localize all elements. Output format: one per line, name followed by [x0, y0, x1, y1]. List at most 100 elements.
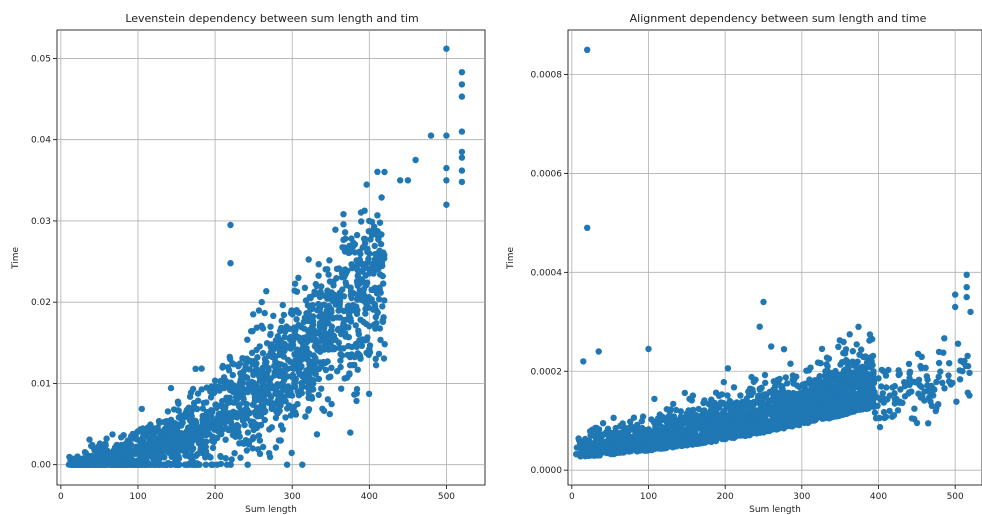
data-point: [834, 387, 841, 394]
x-tick-label: 100: [640, 492, 657, 502]
data-point: [325, 271, 332, 278]
data-point: [299, 461, 306, 468]
data-point: [347, 288, 355, 295]
data-point: [458, 69, 466, 76]
data-point: [118, 434, 125, 441]
y-tick-label: 0.01: [31, 379, 51, 389]
data-point: [836, 337, 843, 344]
data-point: [313, 431, 321, 438]
data-point: [342, 270, 349, 278]
data-point: [286, 388, 293, 395]
data-point: [298, 384, 305, 392]
data-point: [177, 412, 185, 419]
data-point: [310, 352, 317, 359]
data-point: [280, 311, 288, 319]
data-point: [302, 334, 309, 341]
scatter-points: [573, 46, 974, 460]
data-point: [155, 417, 163, 425]
data-point: [244, 388, 252, 396]
data-point: [443, 201, 450, 208]
data-point: [828, 370, 836, 377]
data-point: [844, 367, 851, 374]
data-point: [103, 435, 110, 442]
data-point: [891, 382, 898, 390]
data-point: [823, 361, 830, 368]
data-point: [329, 346, 336, 353]
data-point: [139, 433, 147, 440]
data-point: [288, 344, 296, 351]
x-tick-label: 500: [438, 492, 455, 502]
data-point: [375, 236, 382, 243]
data-point: [770, 378, 777, 385]
data-point: [117, 455, 124, 463]
x-tick-label: 100: [129, 492, 146, 502]
data-point: [330, 282, 337, 289]
data-point: [458, 81, 466, 88]
data-point: [814, 359, 822, 366]
data-point: [209, 433, 216, 440]
data-point: [255, 307, 263, 314]
data-point: [239, 391, 247, 398]
data-point: [822, 400, 829, 407]
data-point: [237, 370, 244, 377]
data-point: [315, 300, 322, 308]
data-point: [743, 414, 750, 422]
data-point: [761, 371, 769, 379]
data-point: [875, 375, 882, 382]
data-point: [353, 231, 361, 239]
data-point: [366, 298, 374, 305]
data-point: [246, 366, 253, 373]
data-point: [283, 343, 290, 350]
data-point: [207, 419, 214, 426]
data-point: [313, 282, 321, 290]
data-point: [358, 218, 365, 225]
data-point: [724, 392, 731, 399]
data-point: [687, 422, 694, 429]
data-point: [890, 412, 898, 419]
data-point: [217, 377, 224, 385]
data-point: [376, 271, 384, 278]
data-point: [155, 428, 162, 435]
data-point: [956, 367, 963, 374]
data-point: [677, 420, 685, 428]
data-point: [274, 341, 282, 349]
data-point: [372, 362, 380, 369]
y-tick-label: 0.02: [31, 298, 51, 308]
data-point: [315, 290, 322, 298]
data-point: [756, 400, 763, 407]
data-point: [365, 390, 373, 397]
data-point: [190, 403, 198, 410]
data-point: [357, 209, 365, 216]
data-point: [189, 445, 197, 452]
data-point: [324, 266, 331, 273]
data-point: [658, 425, 665, 432]
data-point: [360, 243, 367, 250]
data-point: [737, 411, 744, 418]
data-point: [760, 298, 767, 306]
data-point: [667, 429, 674, 436]
data-point: [86, 436, 93, 443]
data-point: [878, 366, 885, 374]
data-point: [966, 392, 973, 399]
data-point: [293, 346, 300, 353]
y-tick-label: 0.0004: [531, 268, 563, 278]
data-point: [315, 375, 323, 383]
data-point: [891, 390, 898, 397]
data-point: [935, 373, 942, 380]
data-point: [231, 450, 238, 457]
data-point: [337, 363, 344, 371]
data-point: [779, 386, 786, 393]
data-point: [86, 455, 93, 462]
data-point: [315, 261, 322, 268]
data-point: [963, 271, 970, 278]
data-point: [328, 337, 336, 344]
data-point: [275, 393, 283, 401]
data-point: [659, 413, 666, 420]
data-point: [354, 350, 361, 357]
data-point: [278, 317, 285, 324]
data-point: [443, 164, 450, 172]
data-point: [268, 424, 275, 431]
data-point: [324, 290, 331, 297]
data-point: [154, 445, 161, 452]
chart-title: Levenstein dependency between sum length…: [125, 12, 418, 25]
